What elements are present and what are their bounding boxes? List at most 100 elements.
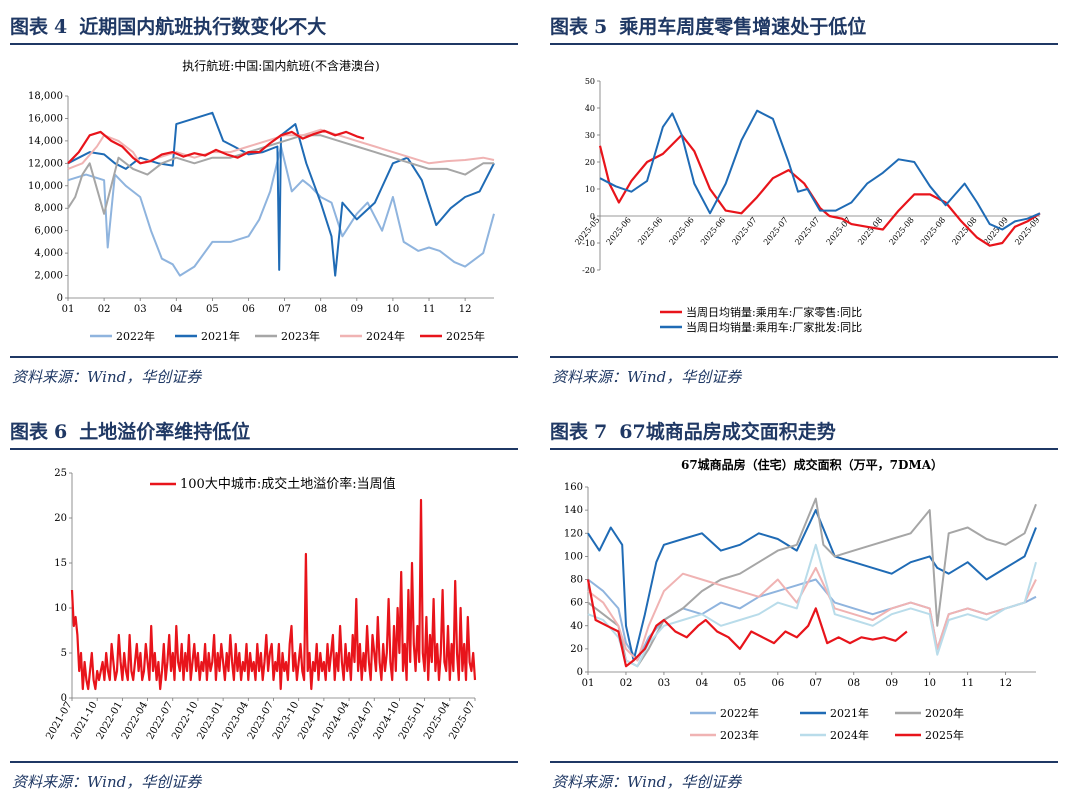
series-line-0 bbox=[70, 498, 477, 691]
y-tick-label: 20 bbox=[570, 644, 583, 655]
series-line-5 bbox=[586, 579, 908, 668]
source-rule bbox=[550, 356, 1058, 358]
x-tick-label: 2025-07 bbox=[793, 216, 821, 247]
legend-label: 2023年 bbox=[720, 728, 759, 742]
panel-car-sales: 图表 5 乘用车周度零售增速处于低位 -20 -10 0 10 20 30 40 50 2025-0… bbox=[550, 0, 1058, 395]
y-tick-label: 0 bbox=[590, 212, 595, 221]
legend-label: 2020年 bbox=[925, 706, 964, 720]
y-tick-label: 14,000 bbox=[28, 136, 63, 147]
legend-label: 2025年 bbox=[446, 329, 485, 343]
source-rule bbox=[10, 356, 518, 358]
x-tick-label: 07 bbox=[278, 304, 291, 315]
x-tick-label: 09 bbox=[885, 678, 898, 689]
y-tick-label: 10,000 bbox=[28, 181, 63, 192]
source-rule bbox=[550, 761, 1058, 763]
y-tick-label: 18,000 bbox=[28, 91, 63, 102]
y-tick-label: 20 bbox=[54, 513, 67, 524]
y-tick-label: 4,000 bbox=[34, 248, 63, 259]
legend-label: 2021年 bbox=[830, 706, 869, 720]
source-note: 资料来源：Wind，华创证券 bbox=[552, 773, 742, 791]
title-rule bbox=[10, 43, 518, 45]
source-note: 资料来源：Wind，华创证券 bbox=[552, 368, 742, 386]
x-tick-label: 03 bbox=[134, 304, 147, 315]
x-tick-label: 2025-08 bbox=[950, 216, 978, 247]
source-note: 资料来源：Wind，华创证券 bbox=[12, 773, 202, 791]
x-tick-label: 10 bbox=[387, 304, 400, 315]
x-tick-label: 11 bbox=[961, 678, 974, 689]
flights-chart: 执行航班:中国:国内航班(不含港澳台) 0 2,000 4,000 6,000 8,000… bbox=[28, 58, 495, 343]
series-line-4 bbox=[67, 129, 365, 165]
y-tick-label: 25 bbox=[54, 468, 67, 479]
panel-housing: 图表 7 67城商品房成交面积走势 67城商品房（住宅）成交面积（万平，7DMA） 0… bbox=[550, 405, 1058, 800]
x-tick-label: 2025-06 bbox=[605, 216, 633, 247]
panel-title: 图表 4 近期国内航班执行数变化不大 bbox=[10, 16, 327, 38]
x-tick-label: 03 bbox=[658, 678, 671, 689]
series-line-0 bbox=[67, 145, 495, 277]
y-tick-label: 2,000 bbox=[34, 271, 63, 282]
y-tick-label: 40 bbox=[585, 104, 595, 113]
panel-flights: 图表 4 近期国内航班执行数变化不大 执行航班:中国:国内航班(不含港澳台) 0 2,0… bbox=[10, 0, 518, 395]
panel-title: 图表 5 乘用车周度零售增速处于低位 bbox=[550, 16, 867, 38]
legend-label: 2023年 bbox=[281, 329, 320, 343]
legend-label: 2021年 bbox=[201, 329, 240, 343]
x-tick-label: 08 bbox=[847, 678, 860, 689]
source-note: 资料来源：Wind，华创证券 bbox=[12, 368, 202, 386]
y-tick-label: 40 bbox=[570, 621, 583, 632]
legend-label: 100大中城市:成交土地溢价率:当周值 bbox=[180, 476, 396, 492]
legend-label: 当周日均销量:乘用车:厂家批发:同比 bbox=[686, 320, 862, 334]
x-tick-label: 2025-07 bbox=[825, 216, 853, 247]
y-tick-label: 80 bbox=[570, 575, 583, 586]
series-line-2 bbox=[67, 134, 494, 215]
legend-label: 当周日均销量:乘用车:厂家零售:同比 bbox=[686, 305, 862, 319]
series-line-3 bbox=[67, 128, 495, 170]
land-premium-chart: 05101520252021-072021-102022-012022-0420… bbox=[44, 468, 477, 741]
x-tick-label: 07 bbox=[809, 678, 822, 689]
series-line-0 bbox=[598, 133, 1041, 247]
x-tick-label: 05 bbox=[733, 678, 746, 689]
y-tick-label: 0 bbox=[57, 293, 63, 304]
source-rule bbox=[10, 761, 518, 763]
x-tick-label: 2025-07 bbox=[762, 216, 790, 247]
y-tick-label: 5 bbox=[61, 648, 67, 659]
y-tick-label: 60 bbox=[570, 598, 583, 609]
x-tick-label: 09 bbox=[350, 304, 363, 315]
x-tick-label: 05 bbox=[206, 304, 219, 315]
x-tick-label: 02 bbox=[620, 678, 633, 689]
x-tick-label: 04 bbox=[170, 304, 183, 315]
series-line-0 bbox=[587, 578, 1037, 662]
legend-label: 2022年 bbox=[720, 706, 759, 720]
y-tick-label: 120 bbox=[564, 528, 583, 539]
panel-title: 图表 7 67城商品房成交面积走势 bbox=[550, 421, 836, 443]
x-tick-label: 12 bbox=[999, 678, 1012, 689]
x-tick-label: 2025-08 bbox=[856, 216, 884, 247]
title-rule bbox=[10, 448, 518, 450]
y-tick-label: 30 bbox=[585, 131, 595, 140]
y-tick-label: 140 bbox=[564, 505, 583, 516]
y-tick-label: 100 bbox=[564, 551, 583, 562]
x-tick-label: 2025-08 bbox=[919, 216, 947, 247]
housing-chart: 67城商品房（住宅）成交面积（万平，7DMA）02040608010012014… bbox=[564, 457, 1037, 742]
x-tick-label: 08 bbox=[314, 304, 327, 315]
y-tick-label: 0 bbox=[577, 667, 583, 678]
y-tick-label: -20 bbox=[582, 266, 595, 275]
chart-title: 执行航班:中国:国内航班(不含港澳台) bbox=[182, 58, 379, 73]
y-tick-label: 0 bbox=[61, 693, 67, 704]
series-line-3 bbox=[587, 566, 1037, 662]
y-tick-label: 50 bbox=[585, 77, 595, 86]
y-tick-label: -10 bbox=[582, 239, 595, 248]
y-tick-label: 20 bbox=[585, 158, 595, 167]
series-line-2 bbox=[587, 497, 1037, 668]
x-tick-label: 04 bbox=[696, 678, 709, 689]
panel-land-premium: 图表 6 土地溢价率维持低位 0 5 10 15 20 25 2021-07 2021-10 202… bbox=[10, 405, 518, 800]
legend-label: 2022年 bbox=[116, 329, 155, 343]
x-tick-label: 2025-06 bbox=[636, 216, 664, 247]
legend-label: 2024年 bbox=[366, 329, 405, 343]
x-tick-label: 2025-07 bbox=[730, 216, 758, 247]
y-tick-label: 16,000 bbox=[28, 113, 63, 124]
y-tick-label: 8,000 bbox=[34, 203, 63, 214]
x-tick-label: 01 bbox=[582, 678, 595, 689]
legend-label: 2024年 bbox=[830, 728, 869, 742]
y-tick-label: 10 bbox=[54, 603, 67, 614]
x-tick-label: 06 bbox=[771, 678, 784, 689]
